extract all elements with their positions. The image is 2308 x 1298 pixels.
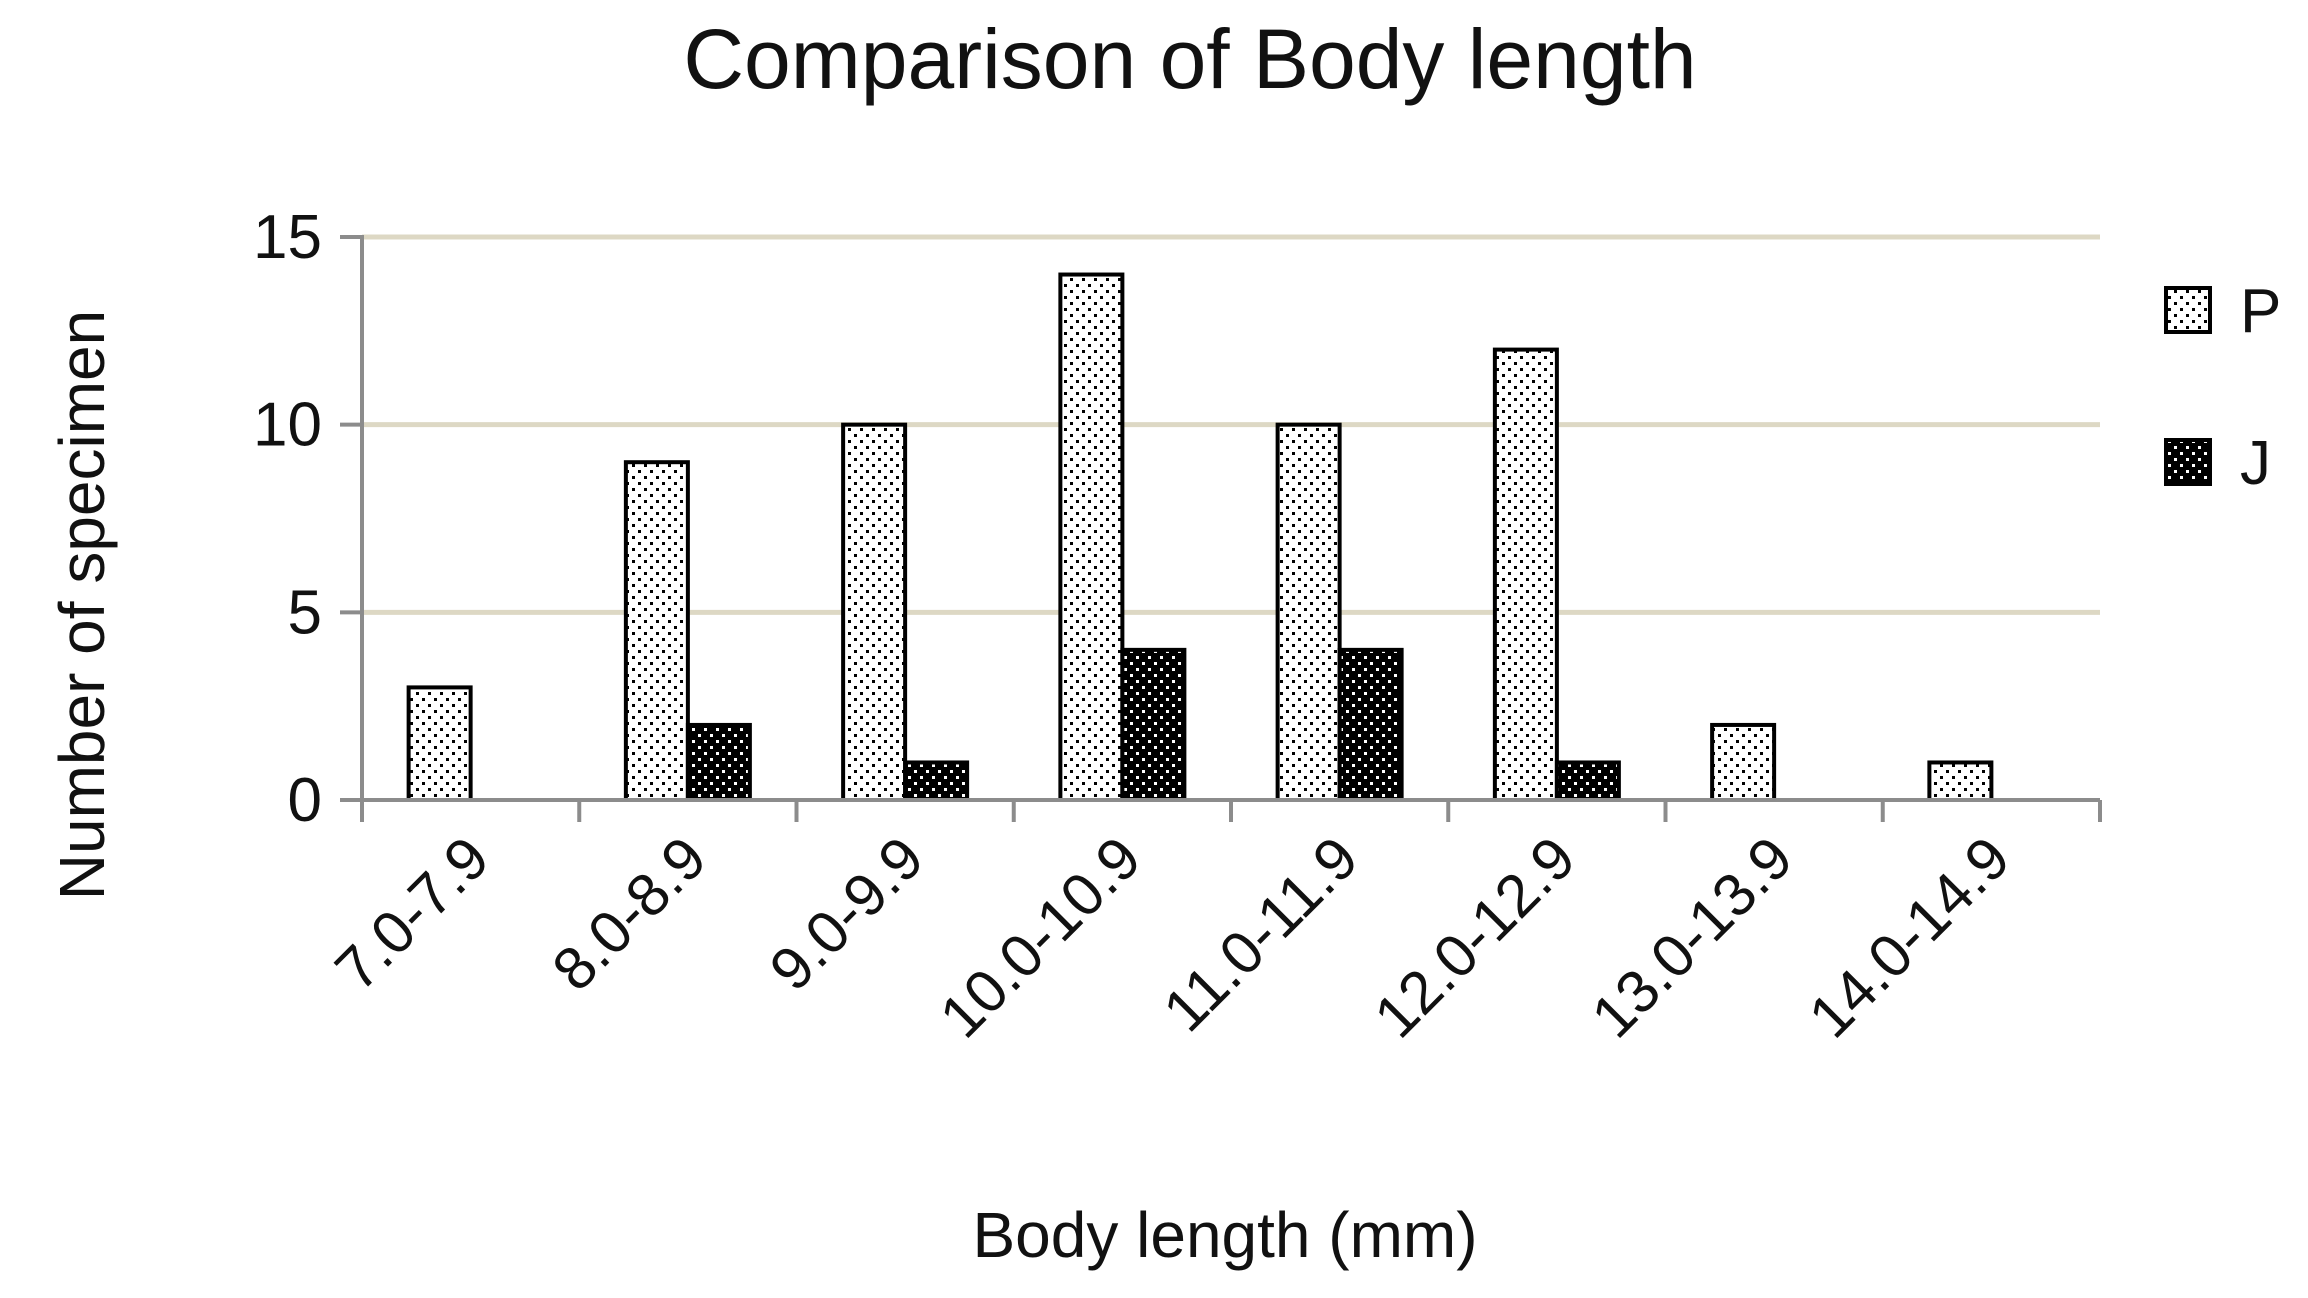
x-tick-label: 11.0-11.9 [1150,824,1370,1044]
bar-P-13.0-13.9 [1710,722,1777,803]
bar-P-12.0-12.9 [1492,347,1559,802]
bar-P-9.0-9.9 [841,422,908,802]
bar-P-14.0-14.9 [1927,760,1994,803]
bar-J-11.0-11.9 [1337,647,1404,802]
chart-title: Comparison of Body length [683,12,1696,106]
bar-J-9.0-9.9 [903,760,970,803]
x-tick-label: 7.0-7.9 [322,824,501,1003]
legend-label-P: P [2240,277,2281,346]
legend: PJ [2164,277,2281,498]
legend-label-J: J [2240,429,2271,498]
bar-J-12.0-12.9 [1554,760,1621,803]
x-tick-label: 10.0-10.9 [927,824,1154,1051]
y-tick-label: 0 [288,766,322,835]
axes [340,235,2102,822]
x-tick-label: 12.0-12.9 [1361,824,1588,1051]
bar-P-11.0-11.9 [1275,422,1342,802]
bar-P-7.0-7.9 [406,685,473,803]
x-tick-label: 8.0-8.9 [540,824,719,1003]
x-tick-label: 9.0-9.9 [757,824,936,1003]
x-tick-label: 14.0-14.9 [1796,824,2023,1051]
bar-J-8.0-8.9 [685,722,752,803]
tick-labels: 0 5 10 15 7.0-7.9 8.0-8.9 9.0-9.910.0-10.911.0… [253,203,2023,1050]
x-axis-label: Body length (mm) [972,1199,1477,1271]
y-tick-label: 15 [253,203,322,272]
x-tick-label: 13.0-13.9 [1579,824,1806,1051]
bar-J-10.0-10.9 [1120,647,1187,802]
bars [406,272,1994,803]
legend-swatch-J [2164,438,2212,486]
legend-swatch-P [2164,286,2212,334]
gridlines [362,234,2100,615]
y-axis-label: Number of specimen [46,310,118,900]
y-tick-label: 10 [253,391,322,460]
bar-P-8.0-8.9 [623,460,690,802]
y-tick-label: 5 [288,578,322,647]
bar-P-10.0-10.9 [1058,272,1125,802]
